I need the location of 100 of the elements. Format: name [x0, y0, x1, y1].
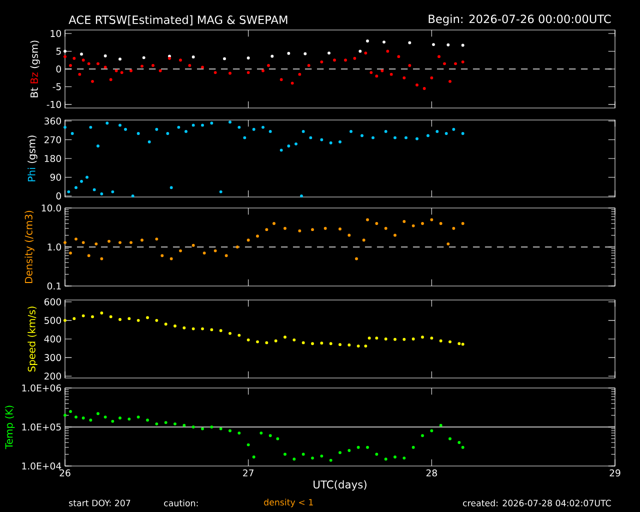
y-tick-label: 10.0 [42, 204, 61, 212]
point [287, 144, 290, 148]
point [292, 458, 296, 461]
point [375, 74, 378, 78]
point [146, 418, 149, 422]
x-tick-label: 26 [60, 469, 70, 476]
point [262, 69, 264, 72]
point [348, 343, 351, 346]
point [458, 441, 461, 444]
point [394, 234, 396, 237]
point [111, 420, 114, 423]
point [192, 124, 195, 127]
point [238, 432, 241, 435]
point [461, 60, 464, 64]
point [246, 443, 250, 446]
x-tick-label: 28 [426, 469, 437, 476]
point [120, 71, 124, 74]
point [272, 222, 276, 225]
y-tick-label: 180 [44, 154, 61, 162]
point [333, 58, 336, 62]
point [69, 252, 72, 255]
point [430, 76, 434, 80]
point [188, 64, 192, 67]
point [67, 190, 70, 194]
point [402, 338, 406, 341]
y-axis-title: Density (/cm3) [24, 210, 34, 284]
point [256, 340, 259, 344]
point [329, 141, 332, 144]
point [298, 229, 302, 232]
point [100, 192, 104, 196]
point [82, 416, 85, 420]
point [320, 342, 324, 345]
point [364, 52, 368, 55]
point [370, 71, 373, 74]
point [64, 55, 66, 58]
point [104, 416, 107, 419]
point [402, 220, 406, 223]
point [338, 228, 342, 230]
y-axis-title: (gsm) [30, 40, 40, 68]
y-tick-label: 5 [56, 48, 61, 55]
point [328, 52, 330, 55]
point [311, 456, 314, 460]
text: caution: [164, 500, 198, 506]
point [228, 72, 232, 75]
y-tick-label: 1.0 [48, 243, 61, 251]
point [344, 58, 347, 62]
point [430, 336, 434, 340]
point [320, 454, 324, 458]
point [394, 338, 396, 341]
point [292, 338, 296, 342]
point [430, 429, 434, 432]
point [298, 72, 302, 76]
point [338, 451, 342, 454]
point [461, 44, 464, 47]
point [109, 315, 112, 318]
point [155, 128, 158, 131]
y-tick-label: 0 [56, 192, 61, 200]
point [386, 50, 390, 53]
point [246, 71, 250, 74]
point [80, 180, 83, 183]
point [355, 257, 358, 260]
point [320, 60, 324, 64]
point [91, 315, 94, 318]
point [82, 314, 85, 318]
point [348, 449, 351, 452]
point [170, 257, 173, 260]
point [360, 134, 364, 138]
point [202, 252, 206, 255]
y-tick-label: 1.0E+04 [22, 462, 62, 470]
point [300, 194, 303, 198]
point [140, 238, 144, 242]
point [182, 424, 186, 427]
point [302, 452, 305, 456]
point [432, 43, 435, 46]
point [412, 338, 415, 340]
point [353, 56, 356, 60]
point [179, 58, 182, 62]
point [238, 126, 241, 129]
point [448, 80, 452, 83]
point [69, 64, 72, 67]
point [155, 238, 158, 241]
point [118, 416, 122, 420]
point [224, 254, 228, 258]
point [64, 241, 66, 244]
point [100, 312, 104, 314]
point [290, 82, 294, 85]
text: created: 2026-07-28 04:02:07UTC [463, 500, 611, 506]
point [452, 226, 456, 230]
y-tick-label: 200 [44, 372, 61, 380]
y-tick-label: 10 [50, 30, 61, 38]
point [214, 71, 217, 74]
point [265, 228, 268, 232]
point [201, 124, 204, 127]
point [246, 338, 250, 342]
point [210, 426, 214, 428]
y-axis-title: Speed (km/s) [28, 306, 38, 372]
point [439, 222, 442, 225]
point [402, 76, 406, 80]
point [358, 50, 362, 53]
x-tick-label: 29 [610, 469, 620, 476]
